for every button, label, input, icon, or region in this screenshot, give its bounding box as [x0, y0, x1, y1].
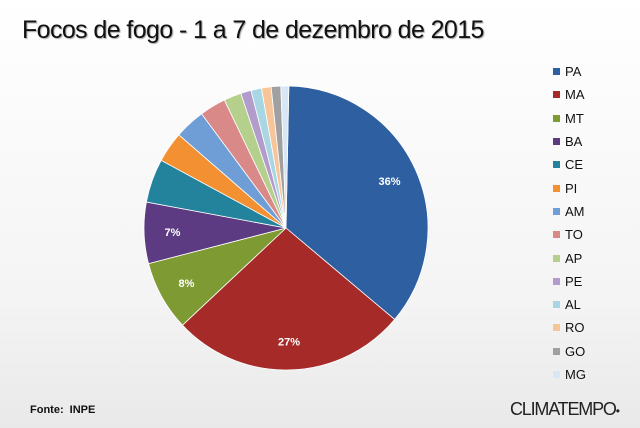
- pie-slice-mg: [280, 85, 290, 229]
- brand-logo: CLIMATEMPO•: [510, 399, 620, 419]
- legend-swatch: [553, 114, 560, 122]
- legend-swatch: [553, 371, 560, 378]
- chart-title: Focos de fogo - 1 a 7 de dezembro de 201…: [22, 16, 484, 44]
- legend-item-mg: MG: [553, 363, 586, 386]
- legend-item-pi: PI: [553, 176, 586, 199]
- pie-slice-ma: [181, 227, 396, 371]
- legend-item-pe: PE: [553, 270, 586, 293]
- legend-swatch: [553, 91, 560, 99]
- legend-label: GO: [565, 343, 586, 359]
- legend-label: AM: [565, 203, 585, 219]
- source-note: Fonte: INPE: [30, 404, 96, 416]
- legend-label: MT: [565, 110, 584, 126]
- legend-item-ce: CE: [553, 153, 586, 176]
- legend-item-go: GO: [553, 340, 586, 363]
- legend-swatch: [553, 138, 560, 146]
- legend-item-ma: MA: [553, 83, 586, 106]
- legend-item-am: AM: [553, 200, 586, 223]
- legend-label: PE: [565, 273, 583, 289]
- data-label-mt: 8%: [179, 278, 195, 290]
- legend-item-ro: RO: [553, 316, 586, 339]
- legend-item-mt: MT: [553, 107, 586, 130]
- legend-swatch: [553, 231, 560, 239]
- legend-swatch: [553, 254, 560, 262]
- data-label-pa: 36%: [378, 176, 400, 188]
- data-label-ba: 7%: [165, 227, 181, 239]
- brand-wordmark: CLIMATEMPO: [510, 399, 617, 419]
- legend-label: PA: [565, 64, 582, 80]
- data-label-ma: 27%: [278, 337, 300, 349]
- legend-swatch: [553, 207, 560, 215]
- legend-label: PI: [565, 180, 578, 196]
- legend-label: RO: [565, 320, 585, 336]
- legend-item-ba: BA: [553, 130, 586, 153]
- legend-item-to: TO: [553, 223, 586, 246]
- legend-item-al: AL: [553, 293, 586, 316]
- legend-label: MA: [565, 87, 585, 103]
- legend-label: BA: [565, 134, 583, 150]
- legend-label: TO: [565, 227, 583, 243]
- legend-item-ap: AP: [553, 246, 586, 269]
- legend-label: AL: [565, 297, 581, 313]
- legend-swatch: [553, 184, 560, 192]
- legend-swatch: [553, 324, 560, 332]
- legend-item-pa: PA: [553, 60, 586, 83]
- legend-swatch: [553, 301, 560, 309]
- legend-swatch: [553, 161, 560, 169]
- legend-label: CE: [565, 157, 584, 173]
- legend-label: MG: [565, 367, 586, 382]
- chart-legend: PA MA MT BA CE PI AM TO AP PE AL RO GO MG: [553, 60, 586, 386]
- legend-swatch: [553, 347, 560, 355]
- pie-slice-pa: [285, 85, 429, 321]
- legend-label: AP: [565, 250, 583, 266]
- legend-swatch: [553, 68, 560, 76]
- legend-swatch: [553, 277, 560, 285]
